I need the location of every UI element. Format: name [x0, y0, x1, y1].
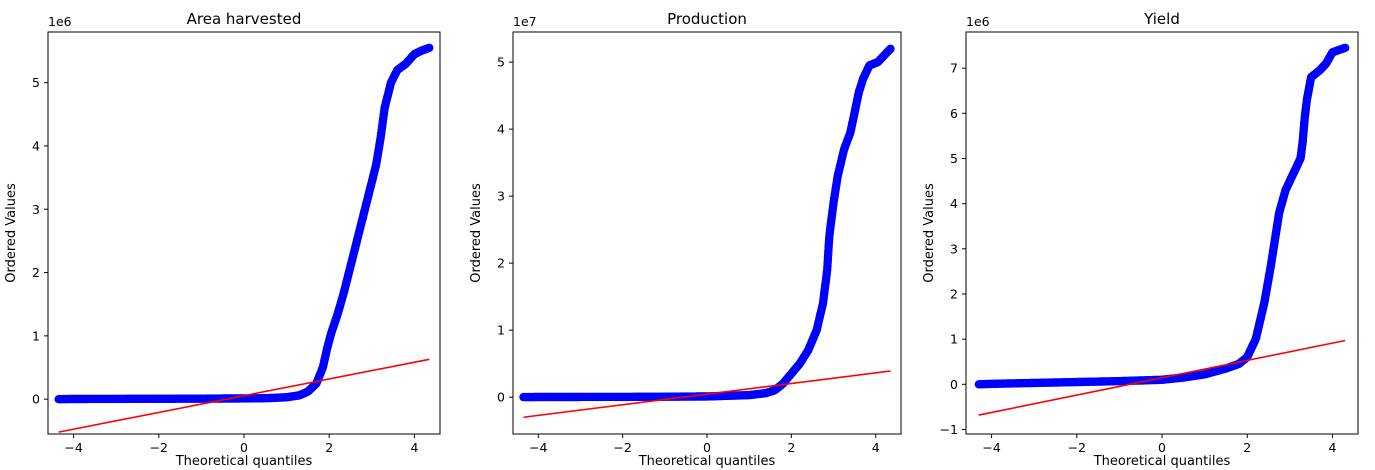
y-tick-label: 2 [950, 286, 958, 301]
x-tick-label: 4 [1328, 440, 1336, 455]
y-tick-label: 2 [32, 265, 40, 280]
scatter-points [519, 44, 895, 402]
y-tick-label: 0 [32, 392, 40, 407]
x-tick-label: −2 [613, 440, 631, 455]
subplot-title: Area harvested [187, 10, 302, 28]
scatter-point [886, 44, 895, 53]
x-axis-label: Theoretical quantiles [1093, 454, 1231, 469]
y-tick-label: 0 [497, 390, 505, 405]
plot-area [974, 43, 1350, 416]
y-tick-label: 4 [950, 196, 958, 211]
fit-line [978, 339, 1346, 416]
x-tick-label: 0 [703, 440, 711, 455]
scatter-points [54, 43, 434, 404]
x-axis-label: Theoretical quantiles [175, 454, 313, 469]
x-tick-label: −4 [64, 440, 82, 455]
subplot-2: −4 −2 0 2 4 0 1 2 3 4 5 1e7 Production Theoretical qu… [469, 10, 902, 469]
x-axis-label: Theoretical quantiles [638, 454, 776, 469]
y-tick-label: 4 [497, 122, 505, 137]
y-tick-label: 1 [32, 328, 40, 343]
scatter-points [974, 43, 1350, 389]
y-tick-label: 6 [950, 106, 958, 121]
y-tick-label: 1 [497, 323, 505, 338]
fit-line [58, 358, 430, 433]
y-tick-label: 5 [950, 151, 958, 166]
y-tick-label: 0 [950, 377, 958, 392]
y-tick-label: 5 [497, 55, 505, 70]
y-tick-label: 1 [950, 332, 958, 347]
plot-area [54, 43, 434, 433]
y-axis-label: Ordered Values [922, 183, 937, 283]
y-tick-label: 3 [950, 241, 958, 256]
y-offset-label: 1e7 [513, 14, 537, 29]
scatter-point [1341, 43, 1350, 52]
subplot-1: −4 −2 0 2 4 0 1 2 3 4 5 1e6 Area harvested Theoretica… [4, 10, 441, 469]
subplot-title: Production [667, 10, 747, 28]
x-tick-label: 0 [1158, 440, 1166, 455]
x-tick-label: 2 [1243, 440, 1251, 455]
y-tick-label: 7 [950, 61, 958, 76]
y-tick-label: 5 [32, 75, 40, 90]
y-tick-label: 3 [497, 189, 505, 204]
y-offset-label: 1e6 [966, 14, 990, 29]
y-tick-label: 4 [32, 138, 40, 153]
fit-line [523, 370, 891, 419]
x-tick-label: −2 [150, 440, 168, 455]
y-tick-label: 2 [497, 256, 505, 271]
plot-area [519, 44, 895, 419]
y-tick-label: 3 [32, 202, 40, 217]
x-tick-label: 2 [787, 440, 795, 455]
x-tick-label: 4 [872, 440, 880, 455]
axes-frame [965, 31, 1359, 435]
y-tick-label: −1 [940, 422, 958, 437]
x-tick-label: 4 [410, 440, 418, 455]
x-tick-label: −4 [982, 440, 1000, 455]
x-tick-label: 2 [325, 440, 333, 455]
axes-frame [47, 31, 441, 435]
x-tick-label: 0 [240, 440, 248, 455]
subplot-title: Yield [1143, 10, 1180, 28]
scatter-point [425, 43, 434, 52]
y-axis-label: Ordered Values [4, 183, 19, 283]
x-tick-label: −4 [529, 440, 547, 455]
y-offset-label: 1e6 [48, 14, 72, 29]
y-axis-label: Ordered Values [469, 183, 484, 283]
x-tick-label: −2 [1068, 440, 1086, 455]
axes-frame [512, 31, 902, 435]
subplot-3: −4 −2 0 2 4 −1 0 1 2 3 4 5 6 7 1e6 Yield Theoretical qua… [922, 10, 1359, 469]
